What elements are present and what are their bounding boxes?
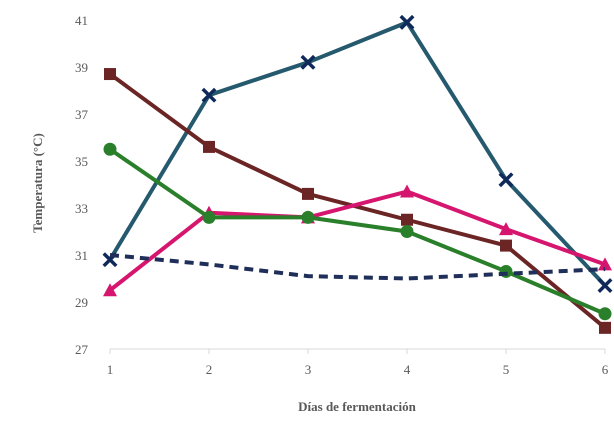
data-point-square	[302, 187, 314, 200]
data-point-x	[498, 172, 514, 188]
x-tick-label: 5	[503, 362, 510, 377]
data-point-x	[597, 278, 613, 294]
data-point-triangle	[400, 184, 414, 198]
data-point-triangle	[103, 283, 117, 297]
x-tick-label: 2	[206, 362, 213, 377]
data-point-circle	[598, 307, 612, 321]
data-point-x	[399, 14, 415, 30]
data-point-triangle	[598, 257, 612, 271]
series-4	[103, 142, 612, 321]
series-1	[102, 14, 613, 294]
data-point-x	[300, 54, 316, 70]
data-point-circle	[301, 210, 315, 224]
data-point-square	[599, 321, 611, 334]
series-layer	[102, 14, 613, 334]
series-4-line	[108, 147, 606, 316]
data-point-circle	[202, 210, 216, 224]
y-tick-label: 27	[75, 342, 89, 357]
series-3-line	[108, 189, 606, 292]
y-tick-label: 39	[75, 60, 88, 75]
data-point-circle	[400, 225, 414, 238]
series-2	[104, 68, 611, 334]
axes: 1 2 3 4 5 6 27 29 31 33 35 37 39 41	[75, 13, 609, 377]
y-tick-label: 33	[75, 201, 88, 216]
x-tick-label: 3	[305, 362, 312, 377]
y-tick-label: 41	[75, 13, 88, 28]
data-point-circle	[103, 142, 117, 156]
series-2-line	[108, 72, 607, 330]
y-tick-label: 31	[75, 248, 88, 263]
series-5	[109, 253, 606, 281]
series-5-line	[109, 253, 606, 281]
x-tick-label: 1	[107, 362, 114, 377]
data-point-triangle	[499, 222, 513, 236]
y-tick-label: 37	[75, 107, 89, 122]
y-tick-label: 35	[75, 154, 88, 169]
data-point-square	[203, 140, 215, 153]
data-point-square	[500, 239, 512, 252]
y-tick-label: 29	[75, 295, 88, 310]
x-tick-label: 6	[602, 362, 609, 377]
x-tick-label: 4	[404, 362, 411, 377]
data-point-square	[104, 68, 116, 81]
y-axis-title: Temperatura (°C)	[30, 133, 45, 233]
x-axis-title: Días de fermentación	[298, 399, 416, 414]
data-point-square	[401, 213, 413, 226]
series-1-line	[108, 20, 607, 287]
data-point-x	[201, 87, 217, 103]
series-3	[103, 184, 612, 297]
